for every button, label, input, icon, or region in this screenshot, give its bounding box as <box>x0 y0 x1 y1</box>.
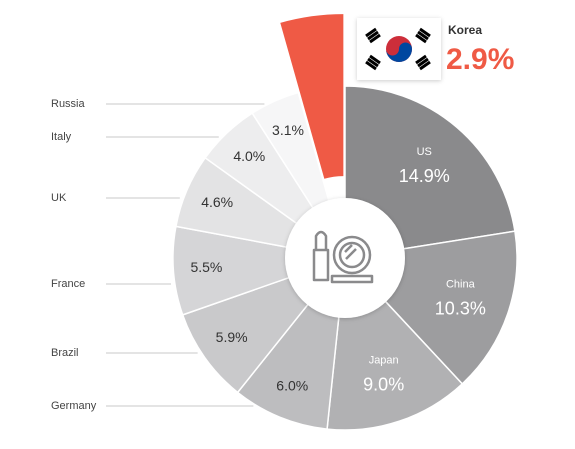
value-label: 10.3% <box>435 299 486 319</box>
slice-name: Brazil <box>51 347 79 359</box>
value-label: 4.6% <box>201 194 233 210</box>
value-label: 5.9% <box>216 329 248 345</box>
slice-name: Russia <box>51 98 86 110</box>
labels: US 14.9% China 10.3% Japan 9.0% 6.0% Germany 5.9… <box>51 23 514 412</box>
value-label: 6.0% <box>276 377 308 393</box>
center-icon <box>285 198 405 318</box>
value-label: 14.9% <box>399 166 450 186</box>
value-label: 5.5% <box>190 259 222 275</box>
value-label: 3.1% <box>272 122 304 138</box>
slice-name: Korea <box>448 23 482 37</box>
slice-name: France <box>51 278 85 290</box>
value-label: 9.0% <box>363 374 404 394</box>
slice-name: Italy <box>51 131 72 143</box>
slices <box>172 14 518 431</box>
korea-flag <box>357 18 441 80</box>
slice-name: Japan <box>369 355 399 367</box>
slice-name: China <box>446 279 476 291</box>
slice-name: Germany <box>51 400 97 412</box>
slice-name: US <box>417 146 432 158</box>
slice <box>280 14 344 179</box>
value-label: 2.9% <box>446 43 514 76</box>
slice-name: UK <box>51 192 67 204</box>
value-label: 4.0% <box>233 148 265 164</box>
